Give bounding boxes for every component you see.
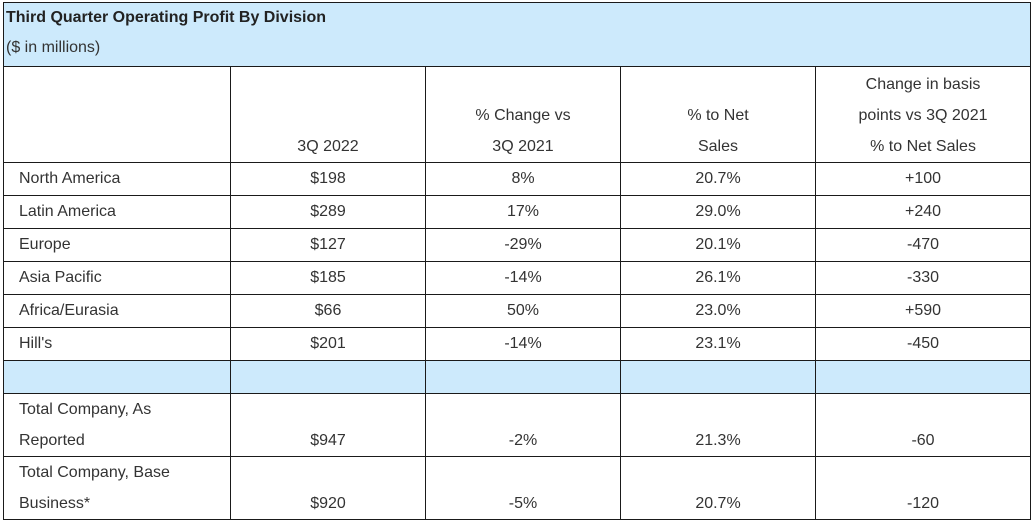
title-cell: Third Quarter Operating Profit By Divisi… bbox=[2, 2, 1032, 67]
cell-3q2022: $947 bbox=[230, 393, 426, 457]
total-row: Total Company, Base Business* $920 -5% 2… bbox=[3, 456, 1032, 520]
cell-net-sales: 29.0% bbox=[620, 195, 816, 229]
cell-change: -14% bbox=[425, 327, 621, 361]
row-label: Total Company, Base Business* bbox=[3, 456, 231, 520]
spacer-cell bbox=[814, 360, 1032, 394]
table-row: North America $198 8% 20.7% +100 bbox=[3, 162, 1032, 196]
cell-change: -14% bbox=[425, 261, 621, 295]
cell-bps: -60 bbox=[814, 393, 1032, 457]
header-bps: Change in basis points vs 3Q 2021 % to N… bbox=[814, 66, 1032, 163]
cell-change: 17% bbox=[425, 195, 621, 229]
cell-bps: +590 bbox=[814, 294, 1032, 328]
spacer-cell bbox=[230, 360, 426, 394]
header-blank bbox=[3, 66, 231, 163]
row-label: Europe bbox=[3, 228, 231, 262]
row-label: Total Company, As Reported bbox=[3, 393, 231, 457]
header-change: % Change vs 3Q 2021 bbox=[425, 66, 621, 163]
spacer-cell bbox=[425, 360, 621, 394]
spacer-cell bbox=[3, 360, 231, 394]
cell-bps: +100 bbox=[814, 162, 1032, 196]
cell-3q2022: $920 bbox=[230, 456, 426, 520]
cell-3q2022: $198 bbox=[230, 162, 426, 196]
cell-3q2022: $201 bbox=[230, 327, 426, 361]
cell-change: -5% bbox=[425, 456, 621, 520]
cell-net-sales: 21.3% bbox=[620, 393, 816, 457]
row-label: Hill's bbox=[3, 327, 231, 361]
spacer-row bbox=[3, 360, 1032, 394]
cell-bps: -120 bbox=[814, 456, 1032, 520]
row-label: Latin America bbox=[3, 195, 231, 229]
cell-bps: -330 bbox=[814, 261, 1032, 295]
table-row: Europe $127 -29% 20.1% -470 bbox=[3, 228, 1032, 262]
cell-3q2022: $289 bbox=[230, 195, 426, 229]
table-row: Asia Pacific $185 -14% 26.1% -330 bbox=[3, 261, 1032, 295]
cell-net-sales: 23.0% bbox=[620, 294, 816, 328]
table-row: Africa/Eurasia $66 50% 23.0% +590 bbox=[3, 294, 1032, 328]
total-row: Total Company, As Reported $947 -2% 21.3… bbox=[3, 393, 1032, 457]
cell-net-sales: 26.1% bbox=[620, 261, 816, 295]
header-3q2022: 3Q 2022 bbox=[230, 66, 426, 163]
header-net-sales: % to Net Sales bbox=[620, 66, 816, 163]
spacer-cell bbox=[620, 360, 816, 394]
cell-net-sales: 20.7% bbox=[620, 162, 816, 196]
table-subtitle: ($ in millions) bbox=[6, 39, 101, 56]
title-row: Third Quarter Operating Profit By Divisi… bbox=[2, 2, 1032, 67]
cell-bps: -470 bbox=[814, 228, 1032, 262]
cell-change: -2% bbox=[425, 393, 621, 457]
row-label: Asia Pacific bbox=[3, 261, 231, 295]
cell-bps: +240 bbox=[814, 195, 1032, 229]
cell-change: -29% bbox=[425, 228, 621, 262]
row-label: North America bbox=[3, 162, 231, 196]
cell-bps: -450 bbox=[814, 327, 1032, 361]
table-row: Hill's $201 -14% 23.1% -450 bbox=[3, 327, 1032, 361]
cell-3q2022: $66 bbox=[230, 294, 426, 328]
cell-net-sales: 20.7% bbox=[620, 456, 816, 520]
operating-profit-table: Third Quarter Operating Profit By Divisi… bbox=[2, 2, 1032, 520]
table-title: Third Quarter Operating Profit By Divisi… bbox=[6, 9, 327, 26]
cell-net-sales: 20.1% bbox=[620, 228, 816, 262]
cell-3q2022: $185 bbox=[230, 261, 426, 295]
cell-change: 50% bbox=[425, 294, 621, 328]
row-label: Africa/Eurasia bbox=[3, 294, 231, 328]
header-row: 3Q 2022 % Change vs 3Q 2021 % to Net Sal… bbox=[3, 66, 1032, 163]
cell-net-sales: 23.1% bbox=[620, 327, 816, 361]
cell-change: 8% bbox=[425, 162, 621, 196]
table-row: Latin America $289 17% 29.0% +240 bbox=[3, 195, 1032, 229]
cell-3q2022: $127 bbox=[230, 228, 426, 262]
